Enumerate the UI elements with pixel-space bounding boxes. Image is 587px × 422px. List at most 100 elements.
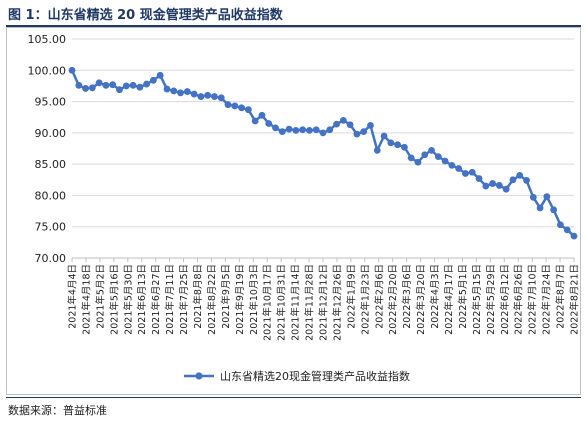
- series-markers: [68, 66, 578, 240]
- data-point: [190, 90, 198, 98]
- x-tick-label: 2022年1月23日: [359, 264, 371, 335]
- data-point: [285, 125, 293, 133]
- data-point: [346, 121, 354, 129]
- data-point: [177, 89, 184, 97]
- data-point: [557, 221, 564, 229]
- data-point: [407, 154, 415, 162]
- y-tick-label: 100.00: [28, 64, 67, 77]
- x-tick-label: 2022年3月6日: [401, 264, 413, 329]
- y-tick-label: 95.00: [35, 96, 67, 109]
- data-point: [102, 81, 110, 89]
- data-point: [238, 104, 245, 112]
- source-note: 数据来源：普益标准: [8, 404, 107, 417]
- x-tick-label: 2022年2月20日: [387, 264, 399, 335]
- data-point: [265, 120, 273, 127]
- x-tick-label: 2021年12月12日: [318, 264, 330, 341]
- x-tick-label: 2021年6月27日: [150, 264, 162, 335]
- figure-title: 图 1：山东省精选 20 现金管理类产品收益指数: [8, 8, 283, 23]
- x-tick-label: 2022年3月20日: [415, 264, 427, 335]
- x-tick-label: 2022年8月21日: [569, 264, 581, 335]
- gridlines: [72, 38, 574, 228]
- data-point: [299, 126, 307, 134]
- data-point: [197, 93, 205, 100]
- data-point: [394, 141, 402, 149]
- line-chart: 70.00 75.00 80.00 85.00 90.00 95.00 100.00 105.…: [28, 33, 581, 383]
- y-tick-label: 75.00: [35, 221, 67, 234]
- x-tick-label: 2021年5月30日: [122, 264, 134, 335]
- data-point: [523, 177, 530, 184]
- data-point: [122, 82, 130, 90]
- x-tick-label: 2021年5月2日: [94, 264, 106, 329]
- data-point: [88, 84, 96, 92]
- x-tick-label: 2022年5月15日: [471, 264, 483, 335]
- data-point: [462, 170, 469, 177]
- data-point: [495, 182, 503, 189]
- x-tick-label: 2021年10月3日: [248, 264, 260, 335]
- x-tick-label: 2022年7月24日: [541, 264, 553, 335]
- x-tick-label: 2021年7月11日: [164, 264, 176, 335]
- data-point: [536, 204, 544, 212]
- x-axis-ticks: 2021年4月4日 2021年4月18日 2021年5月2日 2021年5月16日 20…: [67, 258, 581, 341]
- chart-frame: [6, 27, 581, 395]
- x-tick-label: 2022年5月1日: [457, 264, 469, 329]
- data-point: [272, 124, 279, 132]
- data-point: [224, 101, 232, 109]
- y-axis-ticks: 70.00 75.00 80.00 85.00 90.00 95.00 100.00 105.…: [28, 33, 67, 265]
- data-point: [441, 157, 449, 165]
- legend: 山东省精选20现金管理类产品收益指数: [184, 369, 410, 383]
- data-point: [116, 86, 123, 94]
- x-tick-label: 2022年2月6日: [373, 264, 385, 329]
- title-rule: [6, 25, 581, 27]
- data-point: [360, 128, 368, 136]
- data-point: [109, 81, 117, 89]
- data-point: [258, 111, 266, 119]
- x-tick-label: 2021年11月28日: [304, 264, 316, 341]
- data-point: [163, 85, 171, 93]
- x-tick-label: 2021年5月16日: [108, 264, 120, 335]
- data-point: [278, 128, 286, 136]
- data-point: [211, 93, 218, 100]
- data-point: [475, 175, 483, 182]
- data-point: [136, 83, 144, 91]
- data-point: [380, 132, 388, 140]
- data-point: [543, 193, 551, 201]
- data-point: [312, 126, 320, 134]
- x-tick-label: 2021年4月4日: [67, 264, 79, 329]
- data-point: [150, 76, 157, 84]
- y-tick-label: 105.00: [28, 33, 67, 46]
- data-point: [570, 232, 578, 240]
- x-tick-label: 2022年1月9日: [345, 264, 357, 329]
- y-tick-label: 85.00: [35, 158, 67, 171]
- x-tick-label: 2022年6月12日: [499, 264, 511, 335]
- x-tick-label: 2021年8月22日: [206, 264, 218, 335]
- data-point: [292, 126, 300, 134]
- x-tick-label: 2022年6月26日: [513, 264, 525, 335]
- data-point: [183, 88, 191, 95]
- data-point: [95, 79, 103, 87]
- x-tick-label: 2022年8月7日: [555, 264, 567, 329]
- x-tick-label: 2022年5月29日: [485, 264, 497, 335]
- data-point: [319, 129, 327, 137]
- x-tick-label: 2022年4月17日: [443, 264, 455, 335]
- data-point: [509, 176, 517, 184]
- x-tick-label: 2022年7月10日: [527, 264, 539, 335]
- data-point: [455, 165, 463, 172]
- data-point: [68, 66, 76, 74]
- data-point: [367, 121, 374, 129]
- x-tick-label: 2021年4月18日: [80, 264, 92, 335]
- data-point: [550, 206, 558, 214]
- data-point: [414, 158, 422, 166]
- x-tick-label: 2021年10月31日: [276, 264, 288, 341]
- data-point: [306, 126, 313, 134]
- series-line: [70, 69, 575, 238]
- x-tick-label: 2021年12月26日: [331, 264, 343, 341]
- data-point: [244, 106, 252, 114]
- data-point: [468, 168, 476, 176]
- data-point: [204, 91, 212, 99]
- y-tick-label: 80.00: [35, 189, 67, 202]
- data-point: [387, 139, 395, 147]
- data-point: [401, 143, 408, 151]
- data-point: [231, 102, 239, 110]
- x-tick-label: 2021年10月17日: [262, 264, 274, 341]
- data-point: [563, 226, 571, 234]
